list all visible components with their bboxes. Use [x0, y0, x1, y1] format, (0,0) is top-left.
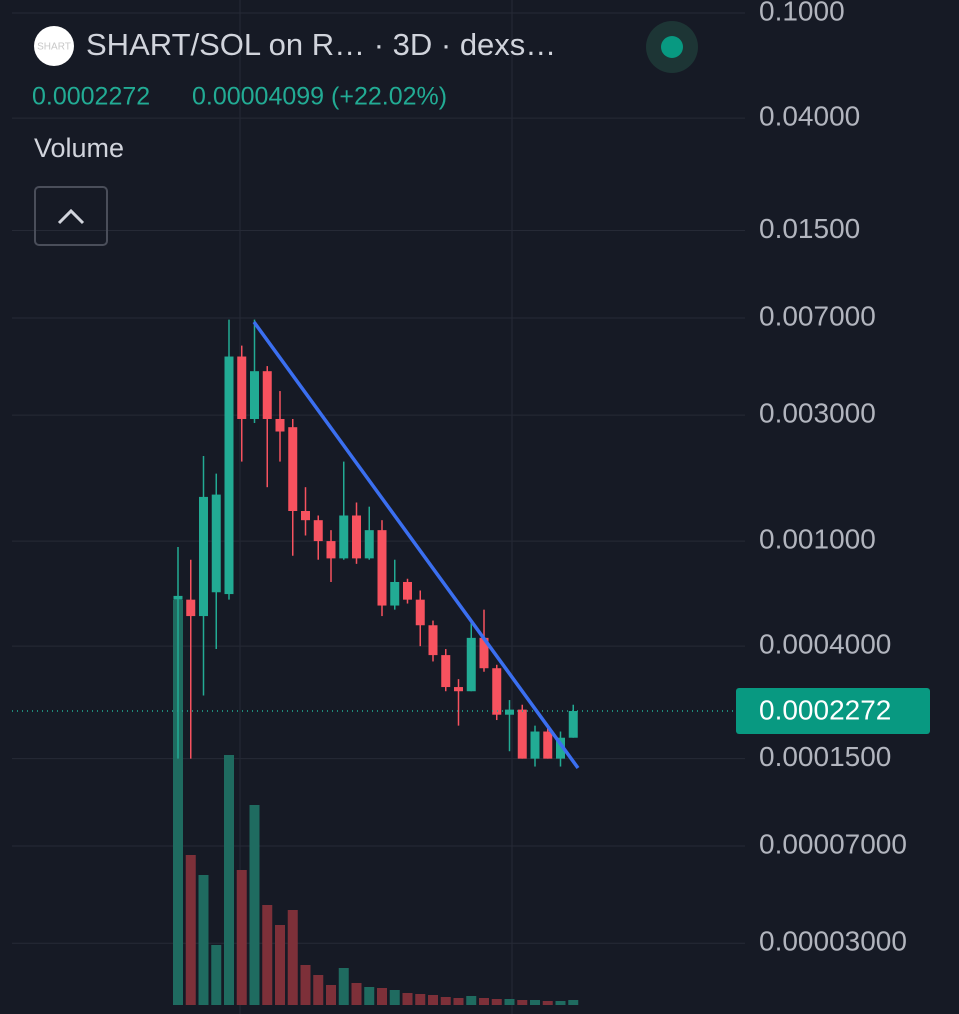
candle-body — [543, 731, 553, 759]
indicator-label: Volume — [34, 133, 124, 163]
volume-bar — [415, 994, 426, 1005]
trend-line — [252, 320, 580, 770]
volume-bar — [491, 999, 502, 1005]
candle-body — [275, 418, 285, 432]
candle-body — [492, 668, 502, 715]
chart-title: SHART/SOL on R… · 3D · dexs… — [86, 27, 556, 62]
candle-body — [237, 356, 247, 419]
y-tick-label: 0.00003000 — [759, 926, 907, 957]
candle-body — [377, 530, 387, 606]
y-tick-label: 0.04000 — [759, 100, 860, 131]
volume-bar — [542, 1001, 553, 1005]
candle-body — [224, 356, 234, 595]
candle-body — [262, 371, 272, 419]
collapse-button[interactable] — [34, 186, 108, 246]
marks — [12, 319, 736, 1005]
logo-text: SHART — [37, 42, 71, 53]
y-tick-label: 0.007000 — [759, 300, 876, 331]
y-tick-label: 0.1000 — [759, 0, 845, 26]
volume-bar — [517, 1000, 528, 1005]
y-tick-label: 0.0001500 — [759, 741, 891, 772]
candle-body — [505, 709, 514, 715]
candle-body — [288, 427, 298, 511]
candle-body — [199, 496, 208, 617]
volume-bar — [402, 993, 413, 1005]
volume-bar — [504, 999, 515, 1005]
last-price-label: 0.0002272 — [759, 694, 891, 725]
candle-body — [568, 711, 578, 738]
candle-body — [352, 515, 361, 559]
candle-body — [415, 599, 425, 626]
last-price-box — [736, 688, 930, 735]
volume-bar — [466, 996, 477, 1005]
volume-bar — [198, 875, 209, 1005]
volume-bar — [300, 965, 311, 1005]
volume-bar — [287, 910, 298, 1005]
candle-body — [390, 581, 400, 606]
candle-body — [250, 371, 259, 419]
volume-bar — [568, 1000, 579, 1005]
y-tick-label: 0.001000 — [759, 523, 876, 554]
volume-bar — [275, 925, 285, 1005]
candle-body — [364, 530, 374, 559]
status-dot — [661, 36, 683, 58]
volume-bar — [224, 755, 234, 1005]
candle-body — [313, 520, 323, 542]
volume-bar — [211, 945, 222, 1005]
candle-body — [339, 515, 349, 559]
y-tick-label: 0.00007000 — [759, 828, 907, 859]
candle-body — [173, 595, 183, 600]
volume-bar — [313, 975, 324, 1005]
candle-body — [530, 731, 540, 759]
volume-bar — [249, 805, 260, 1005]
chevron-icon — [57, 208, 85, 225]
candle-body — [466, 637, 476, 692]
volume-bar — [428, 995, 438, 1005]
volume-bar — [555, 1001, 566, 1005]
last-price: 0.0002272 — [32, 83, 150, 111]
volume-bar — [326, 985, 336, 1005]
volume-bar — [185, 855, 196, 1005]
candle-body — [454, 687, 463, 692]
price-change: 0.00004099 (+22.02%) — [192, 83, 447, 111]
volume-bar — [236, 870, 247, 1005]
candle-body — [326, 541, 336, 559]
volume-bar — [351, 983, 362, 1005]
grid — [12, 0, 745, 1014]
candle-body — [441, 655, 451, 688]
volume-bar — [530, 1000, 540, 1005]
candle-body — [517, 709, 527, 759]
volume-bar — [262, 905, 273, 1005]
volume-bar — [377, 988, 387, 1005]
volume-bar — [453, 998, 464, 1005]
candle-body — [479, 637, 489, 669]
candle-body — [186, 599, 196, 617]
volume-bar — [364, 987, 375, 1005]
volume-bar — [338, 968, 349, 1005]
volume-bar — [389, 990, 400, 1005]
y-axis: 0.1000 0.04000 0.01500 0.007000 0.003000 0.00… — [736, 0, 930, 957]
volume-bar — [440, 997, 451, 1005]
logo — [34, 26, 74, 66]
y-tick-label: 0.0004000 — [759, 629, 891, 660]
candle-body — [211, 494, 221, 593]
volume-bar — [173, 600, 183, 1005]
candle-body — [428, 625, 438, 656]
y-tick-label: 0.003000 — [759, 397, 876, 428]
y-tick-label: 0.01500 — [759, 213, 860, 244]
candle-body — [556, 737, 565, 759]
candle-body — [301, 510, 310, 521]
candle-body — [403, 581, 412, 600]
volume-bar — [479, 998, 489, 1005]
